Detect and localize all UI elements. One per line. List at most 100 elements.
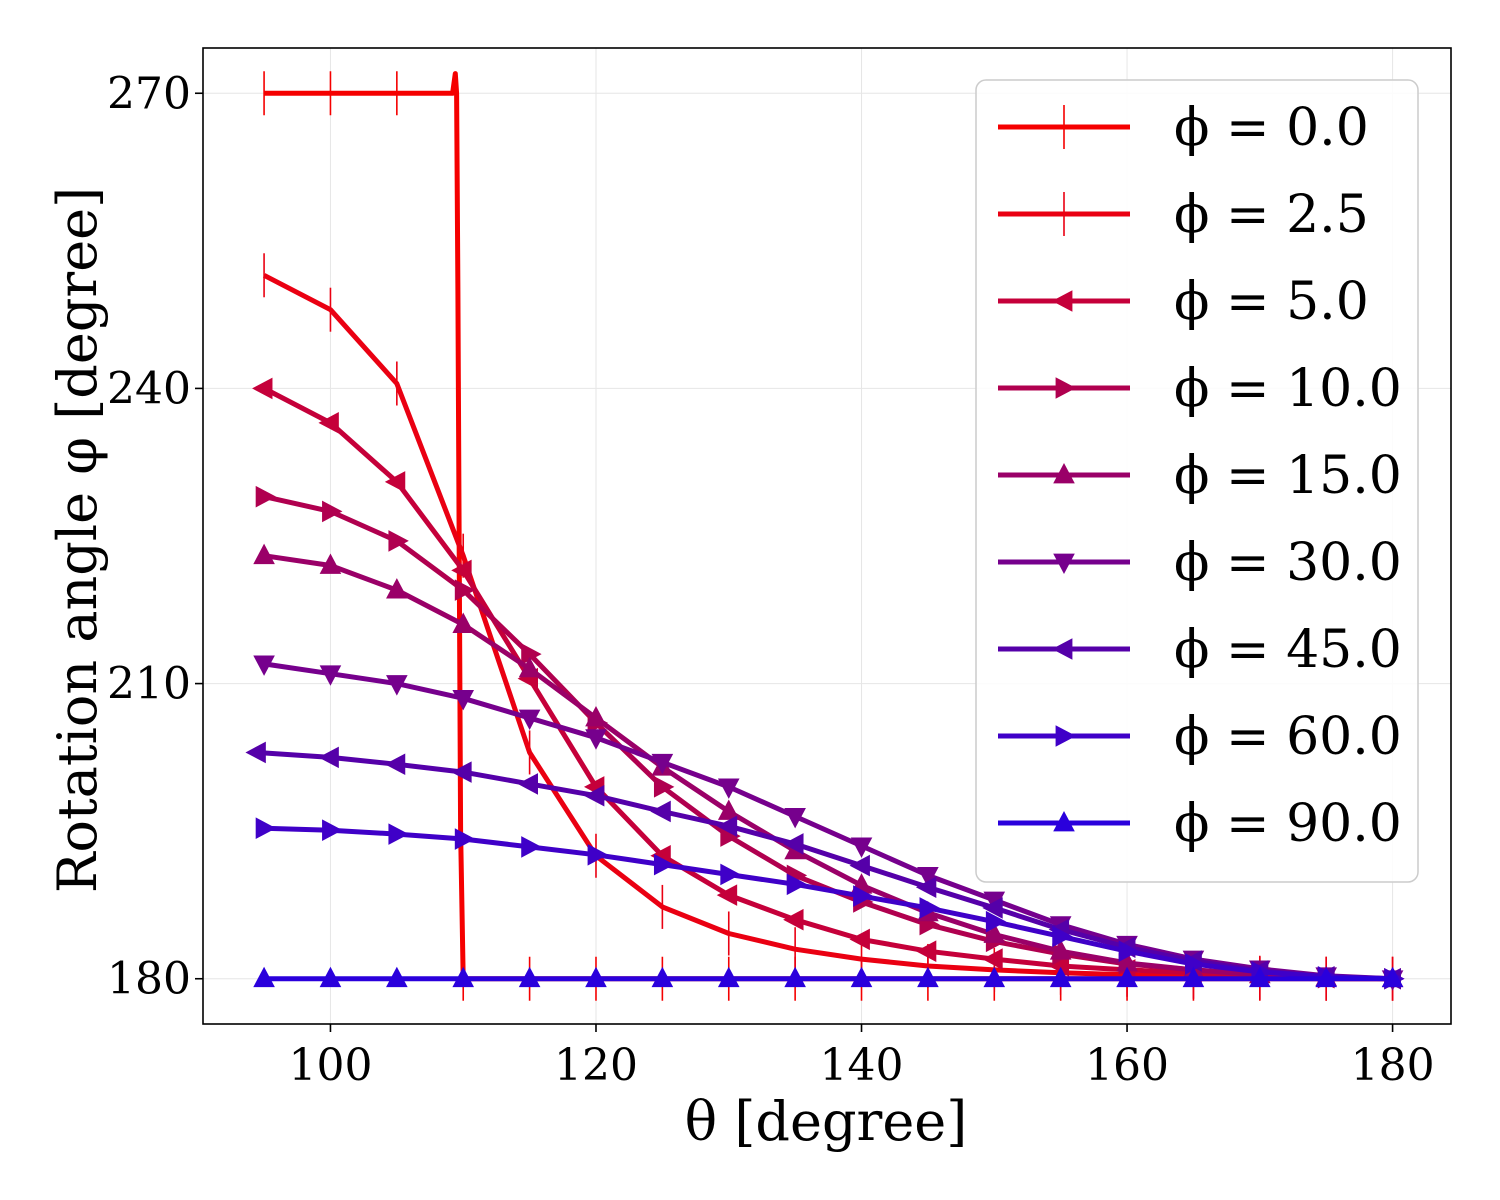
data-point (518, 656, 541, 678)
data-point (651, 753, 674, 775)
data-point (983, 922, 1006, 943)
data-point (1052, 925, 1073, 948)
legend-frame (975, 79, 1419, 883)
data-point (245, 741, 266, 764)
legend-item: ϕ = 5.0 (998, 272, 1369, 332)
data-point (386, 675, 408, 696)
data-point (1049, 939, 1072, 960)
data-point (919, 897, 940, 919)
legend-item: ϕ = 10.0 (998, 359, 1402, 419)
data-point (853, 885, 874, 907)
series-line (263, 553, 1393, 982)
series-line (264, 825, 1393, 982)
data-point (1182, 966, 1205, 988)
data-point (1249, 966, 1271, 988)
data-point (1048, 955, 1070, 977)
y-tick-label: 210 (107, 659, 191, 710)
legend-label: ϕ = 15.0 (1174, 446, 1402, 506)
data-point (322, 500, 343, 523)
data-point (915, 876, 937, 899)
data-point (1049, 966, 1072, 988)
x-tick-label: 180 (1351, 1040, 1435, 1091)
legend-marker (1052, 638, 1073, 660)
data-point (915, 940, 937, 962)
data-point (849, 928, 870, 951)
data-point (384, 471, 406, 493)
data-point (720, 863, 741, 886)
data-point (985, 910, 1007, 933)
data-point (521, 643, 542, 665)
data-point (585, 966, 607, 988)
data-point (386, 966, 408, 988)
data-point (386, 578, 408, 599)
y-tick-label: 240 (107, 363, 191, 414)
x-tick-label: 100 (288, 1040, 372, 1091)
data-point (454, 828, 476, 850)
data-point (1185, 953, 1206, 975)
data-point (585, 706, 607, 727)
data-point (452, 966, 475, 988)
legend-item: ϕ = 90.0 (998, 794, 1402, 854)
data-point (521, 836, 542, 858)
data-point (850, 837, 873, 858)
series-layer (245, 71, 1405, 1001)
legend-item: ϕ = 2.5 (998, 185, 1369, 245)
data-point (518, 709, 541, 731)
legend: ϕ = 0.0 ϕ = 2.5 ϕ = 5.0 ϕ = 10.0 ϕ = 15.0 ϕ =… (975, 79, 1419, 883)
data-point (786, 873, 808, 896)
data-point (982, 897, 1003, 919)
legend-marker (1053, 463, 1075, 484)
data-point (452, 689, 475, 711)
legend-label: ϕ = 2.5 (1174, 185, 1369, 245)
series-line (262, 386, 1393, 982)
data-point (917, 867, 939, 888)
data-point (784, 808, 806, 829)
y-axis-label: Rotation angle φ [degree] (46, 187, 109, 893)
data-point (583, 784, 605, 807)
data-point (451, 761, 472, 783)
data-point (253, 655, 275, 676)
plot-frame (202, 47, 1452, 1025)
data-point (253, 543, 275, 565)
data-point (322, 819, 343, 841)
data-point (783, 833, 804, 855)
legend-item: ϕ = 0.0 (998, 98, 1369, 158)
legend-item: ϕ = 45.0 (998, 620, 1402, 680)
data-point (255, 485, 277, 508)
ticks: 100 120 140 160 180 180 210 240 270 (107, 68, 1435, 1091)
data-point (388, 530, 409, 552)
legend-marker (1053, 811, 1075, 832)
data-point (454, 579, 476, 601)
y-tick-label: 180 (107, 954, 191, 1005)
legend-label: ϕ = 0.0 (1174, 98, 1369, 158)
data-point (388, 823, 409, 845)
data-point (650, 800, 671, 823)
data-point (983, 966, 1006, 988)
data-point (1116, 951, 1138, 972)
data-point (587, 843, 608, 866)
data-point (1116, 966, 1138, 988)
data-point (653, 853, 675, 876)
data-point (253, 966, 275, 988)
data-point (651, 966, 674, 988)
legend-item: ϕ = 60.0 (998, 707, 1402, 767)
data-point (783, 908, 804, 931)
legend-marker (1053, 553, 1075, 574)
data-point (784, 966, 806, 988)
data-point (452, 612, 475, 633)
data-point (518, 966, 541, 988)
data-point (716, 884, 738, 906)
x-axis-label: θ [degree] (685, 1090, 968, 1153)
data-point (318, 746, 339, 769)
data-point (319, 665, 342, 686)
legend-label: ϕ = 45.0 (1174, 620, 1402, 680)
data-point (252, 377, 273, 400)
data-point (717, 778, 740, 799)
legend-label: ϕ = 60.0 (1174, 707, 1402, 767)
x-tick-label: 120 (554, 1040, 638, 1091)
legend-label: ϕ = 10.0 (1174, 359, 1402, 419)
data-point (982, 948, 1003, 970)
data-point (716, 815, 738, 838)
data-point (384, 753, 406, 776)
